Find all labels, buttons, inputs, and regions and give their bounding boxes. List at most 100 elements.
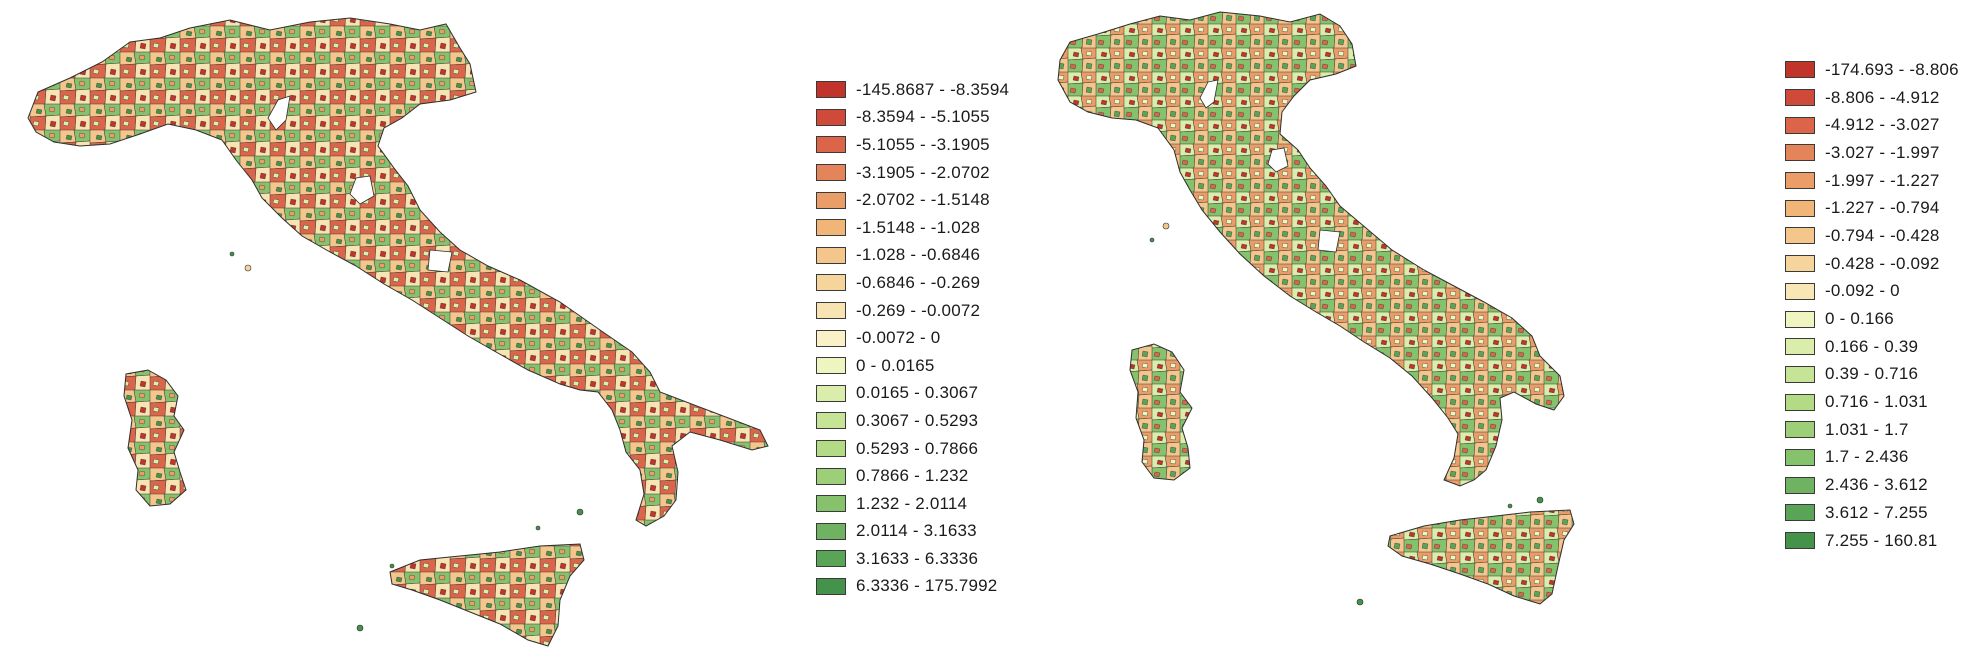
legend-label: -2.0702 - -1.5148 bbox=[856, 190, 990, 210]
legend-item: 7.255 - 160.81 bbox=[1785, 527, 1959, 555]
right-sicily bbox=[1387, 509, 1575, 605]
legend-swatch bbox=[1785, 255, 1815, 273]
legend-swatch bbox=[816, 136, 846, 154]
legend-swatch bbox=[1785, 227, 1815, 245]
legend-item: 0.39 - 0.716 bbox=[1785, 361, 1959, 389]
legend-swatch bbox=[816, 357, 846, 375]
legend-item: -0.6846 - -0.269 bbox=[816, 269, 1009, 297]
legend-swatch bbox=[1785, 448, 1815, 466]
right-map-panel: -174.693 - -8.806 -8.806 - -4.912 -4.912 -… bbox=[1040, 0, 1972, 656]
legend-item: 1.232 - 2.0114 bbox=[816, 490, 1009, 518]
legend-item: -0.269 - -0.0072 bbox=[816, 297, 1009, 325]
left-choropleth-map bbox=[27, 17, 769, 647]
legend-swatch bbox=[816, 384, 846, 402]
right-islet bbox=[1149, 237, 1155, 243]
legend-swatch bbox=[816, 246, 846, 264]
right-legend: -174.693 - -8.806 -8.806 - -4.912 -4.912 -… bbox=[1785, 56, 1959, 554]
legend-label: -1.5148 - -1.028 bbox=[856, 217, 981, 237]
legend-label: -145.8687 - -8.3594 bbox=[856, 79, 1010, 99]
legend-label: -0.6846 - -0.269 bbox=[856, 272, 981, 292]
legend-label: 0 - 0.166 bbox=[1825, 309, 1894, 329]
right-lake-garda bbox=[1199, 79, 1219, 109]
legend-item: 3.612 - 7.255 bbox=[1785, 499, 1959, 527]
legend-item: -1.227 - -0.794 bbox=[1785, 194, 1959, 222]
legend-swatch bbox=[816, 329, 846, 347]
legend-swatch bbox=[1785, 476, 1815, 494]
legend-label: -1.997 - -1.227 bbox=[1825, 170, 1940, 190]
right-islet bbox=[1162, 222, 1170, 230]
legend-label: 1.7 - 2.436 bbox=[1825, 447, 1909, 467]
legend-swatch bbox=[816, 467, 846, 485]
left-sicily bbox=[389, 543, 585, 647]
legend-swatch bbox=[1785, 504, 1815, 522]
left-islet bbox=[535, 525, 541, 531]
legend-item: -174.693 - -8.806 bbox=[1785, 56, 1959, 84]
legend-label: 0.166 - 0.39 bbox=[1825, 336, 1919, 356]
left-islet bbox=[576, 508, 584, 516]
legend-label: 7.255 - 160.81 bbox=[1825, 530, 1938, 550]
legend-item: 6.3336 - 175.7992 bbox=[816, 573, 1009, 601]
legend-item: 0 - 0.0165 bbox=[816, 352, 1009, 380]
legend-label: -1.028 - -0.6846 bbox=[856, 245, 981, 265]
legend-item: 1.031 - 1.7 bbox=[1785, 416, 1959, 444]
legend-swatch bbox=[816, 550, 846, 568]
legend-label: 0 - 0.0165 bbox=[856, 355, 935, 375]
legend-label: -0.269 - -0.0072 bbox=[856, 300, 981, 320]
legend-swatch bbox=[816, 495, 846, 513]
legend-item: 0.716 - 1.031 bbox=[1785, 388, 1959, 416]
legend-label: -0.092 - 0 bbox=[1825, 281, 1900, 301]
legend-label: 0.39 - 0.716 bbox=[1825, 364, 1919, 384]
legend-swatch bbox=[816, 302, 846, 320]
legend-label: -5.1055 - -3.1905 bbox=[856, 134, 990, 154]
right-choropleth-map bbox=[1057, 11, 1575, 606]
legend-item: 0.5293 - 0.7866 bbox=[816, 435, 1009, 463]
legend-swatch bbox=[816, 522, 846, 540]
legend-label: 0.5293 - 0.7866 bbox=[856, 438, 979, 458]
legend-swatch bbox=[816, 81, 846, 99]
legend-label: 2.436 - 3.612 bbox=[1825, 475, 1928, 495]
legend-item: -8.806 - -4.912 bbox=[1785, 84, 1959, 112]
legend-item: 2.0114 - 3.1633 bbox=[816, 518, 1009, 546]
legend-label: -1.227 - -0.794 bbox=[1825, 198, 1940, 218]
right-islet bbox=[1356, 598, 1364, 606]
legend-swatch bbox=[1785, 421, 1815, 439]
legend-swatch bbox=[1785, 532, 1815, 550]
legend-item: -3.027 - -1.997 bbox=[1785, 139, 1959, 167]
legend-label: -0.794 - -0.428 bbox=[1825, 225, 1940, 245]
left-lake-trasimeno bbox=[349, 175, 375, 205]
legend-item: 0 - 0.166 bbox=[1785, 305, 1959, 333]
left-islet bbox=[244, 264, 252, 272]
legend-swatch bbox=[1785, 172, 1815, 190]
legend-label: 0.0165 - 0.3067 bbox=[856, 383, 979, 403]
legend-swatch bbox=[816, 577, 846, 595]
left-legend: -145.8687 - -8.3594 -8.3594 - -5.1055 -5.1… bbox=[816, 76, 1009, 600]
right-lake-trasimeno bbox=[1267, 147, 1289, 173]
legend-label: 0.7866 - 1.232 bbox=[856, 466, 969, 486]
legend-item: 0.7866 - 1.232 bbox=[816, 462, 1009, 490]
legend-label: 3.612 - 7.255 bbox=[1825, 502, 1928, 522]
left-lake-garda bbox=[267, 95, 291, 131]
legend-swatch bbox=[1785, 338, 1815, 356]
legend-swatch bbox=[1785, 365, 1815, 383]
legend-label: 0.716 - 1.031 bbox=[1825, 392, 1928, 412]
left-sardinia bbox=[123, 369, 187, 507]
legend-label: -8.3594 - -5.1055 bbox=[856, 107, 990, 127]
legend-swatch bbox=[816, 164, 846, 182]
legend-item: -0.0072 - 0 bbox=[816, 324, 1009, 352]
legend-label: 0.3067 - 0.5293 bbox=[856, 410, 979, 430]
right-sardinia bbox=[1129, 343, 1193, 481]
legend-swatch bbox=[816, 108, 846, 126]
legend-label: -8.806 - -4.912 bbox=[1825, 87, 1940, 107]
left-lake-bolsena bbox=[427, 249, 453, 273]
legend-swatch bbox=[1785, 116, 1815, 134]
legend-item: -8.3594 - -5.1055 bbox=[816, 104, 1009, 132]
legend-swatch bbox=[816, 191, 846, 209]
legend-swatch bbox=[816, 440, 846, 458]
legend-item: -0.428 - -0.092 bbox=[1785, 250, 1959, 278]
legend-label: 1.232 - 2.0114 bbox=[856, 493, 968, 513]
legend-swatch bbox=[1785, 144, 1815, 162]
legend-swatch bbox=[1785, 89, 1815, 107]
legend-swatch bbox=[1785, 310, 1815, 328]
left-islet bbox=[229, 251, 235, 257]
legend-item: -0.092 - 0 bbox=[1785, 278, 1959, 306]
